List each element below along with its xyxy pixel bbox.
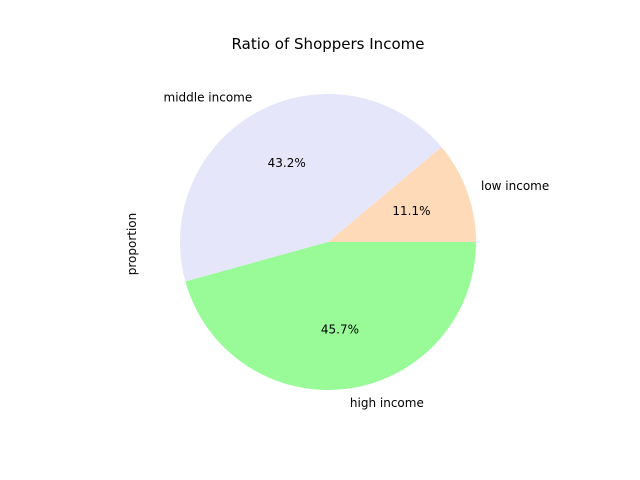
y-axis-label: proportion	[125, 213, 139, 276]
slice-label-low-income: low income	[481, 179, 549, 193]
pie-slice-high-income	[185, 242, 476, 391]
pie-slices	[179, 93, 476, 391]
slice-percent-low-income: 11.1%	[392, 204, 430, 218]
pie-labels: low income 11.1% middle income 43.2% high in…	[164, 90, 550, 409]
slice-label-high-income: high income	[350, 396, 424, 410]
chart-title: Ratio of Shoppers Income	[232, 35, 425, 53]
slice-percent-high-income: 45.7%	[321, 322, 359, 336]
slice-label-middle-income: middle income	[164, 90, 253, 104]
pie-slice-middle-income	[179, 93, 442, 282]
slice-percent-middle-income: 43.2%	[268, 156, 306, 170]
pie-slice-low-income	[328, 146, 476, 242]
